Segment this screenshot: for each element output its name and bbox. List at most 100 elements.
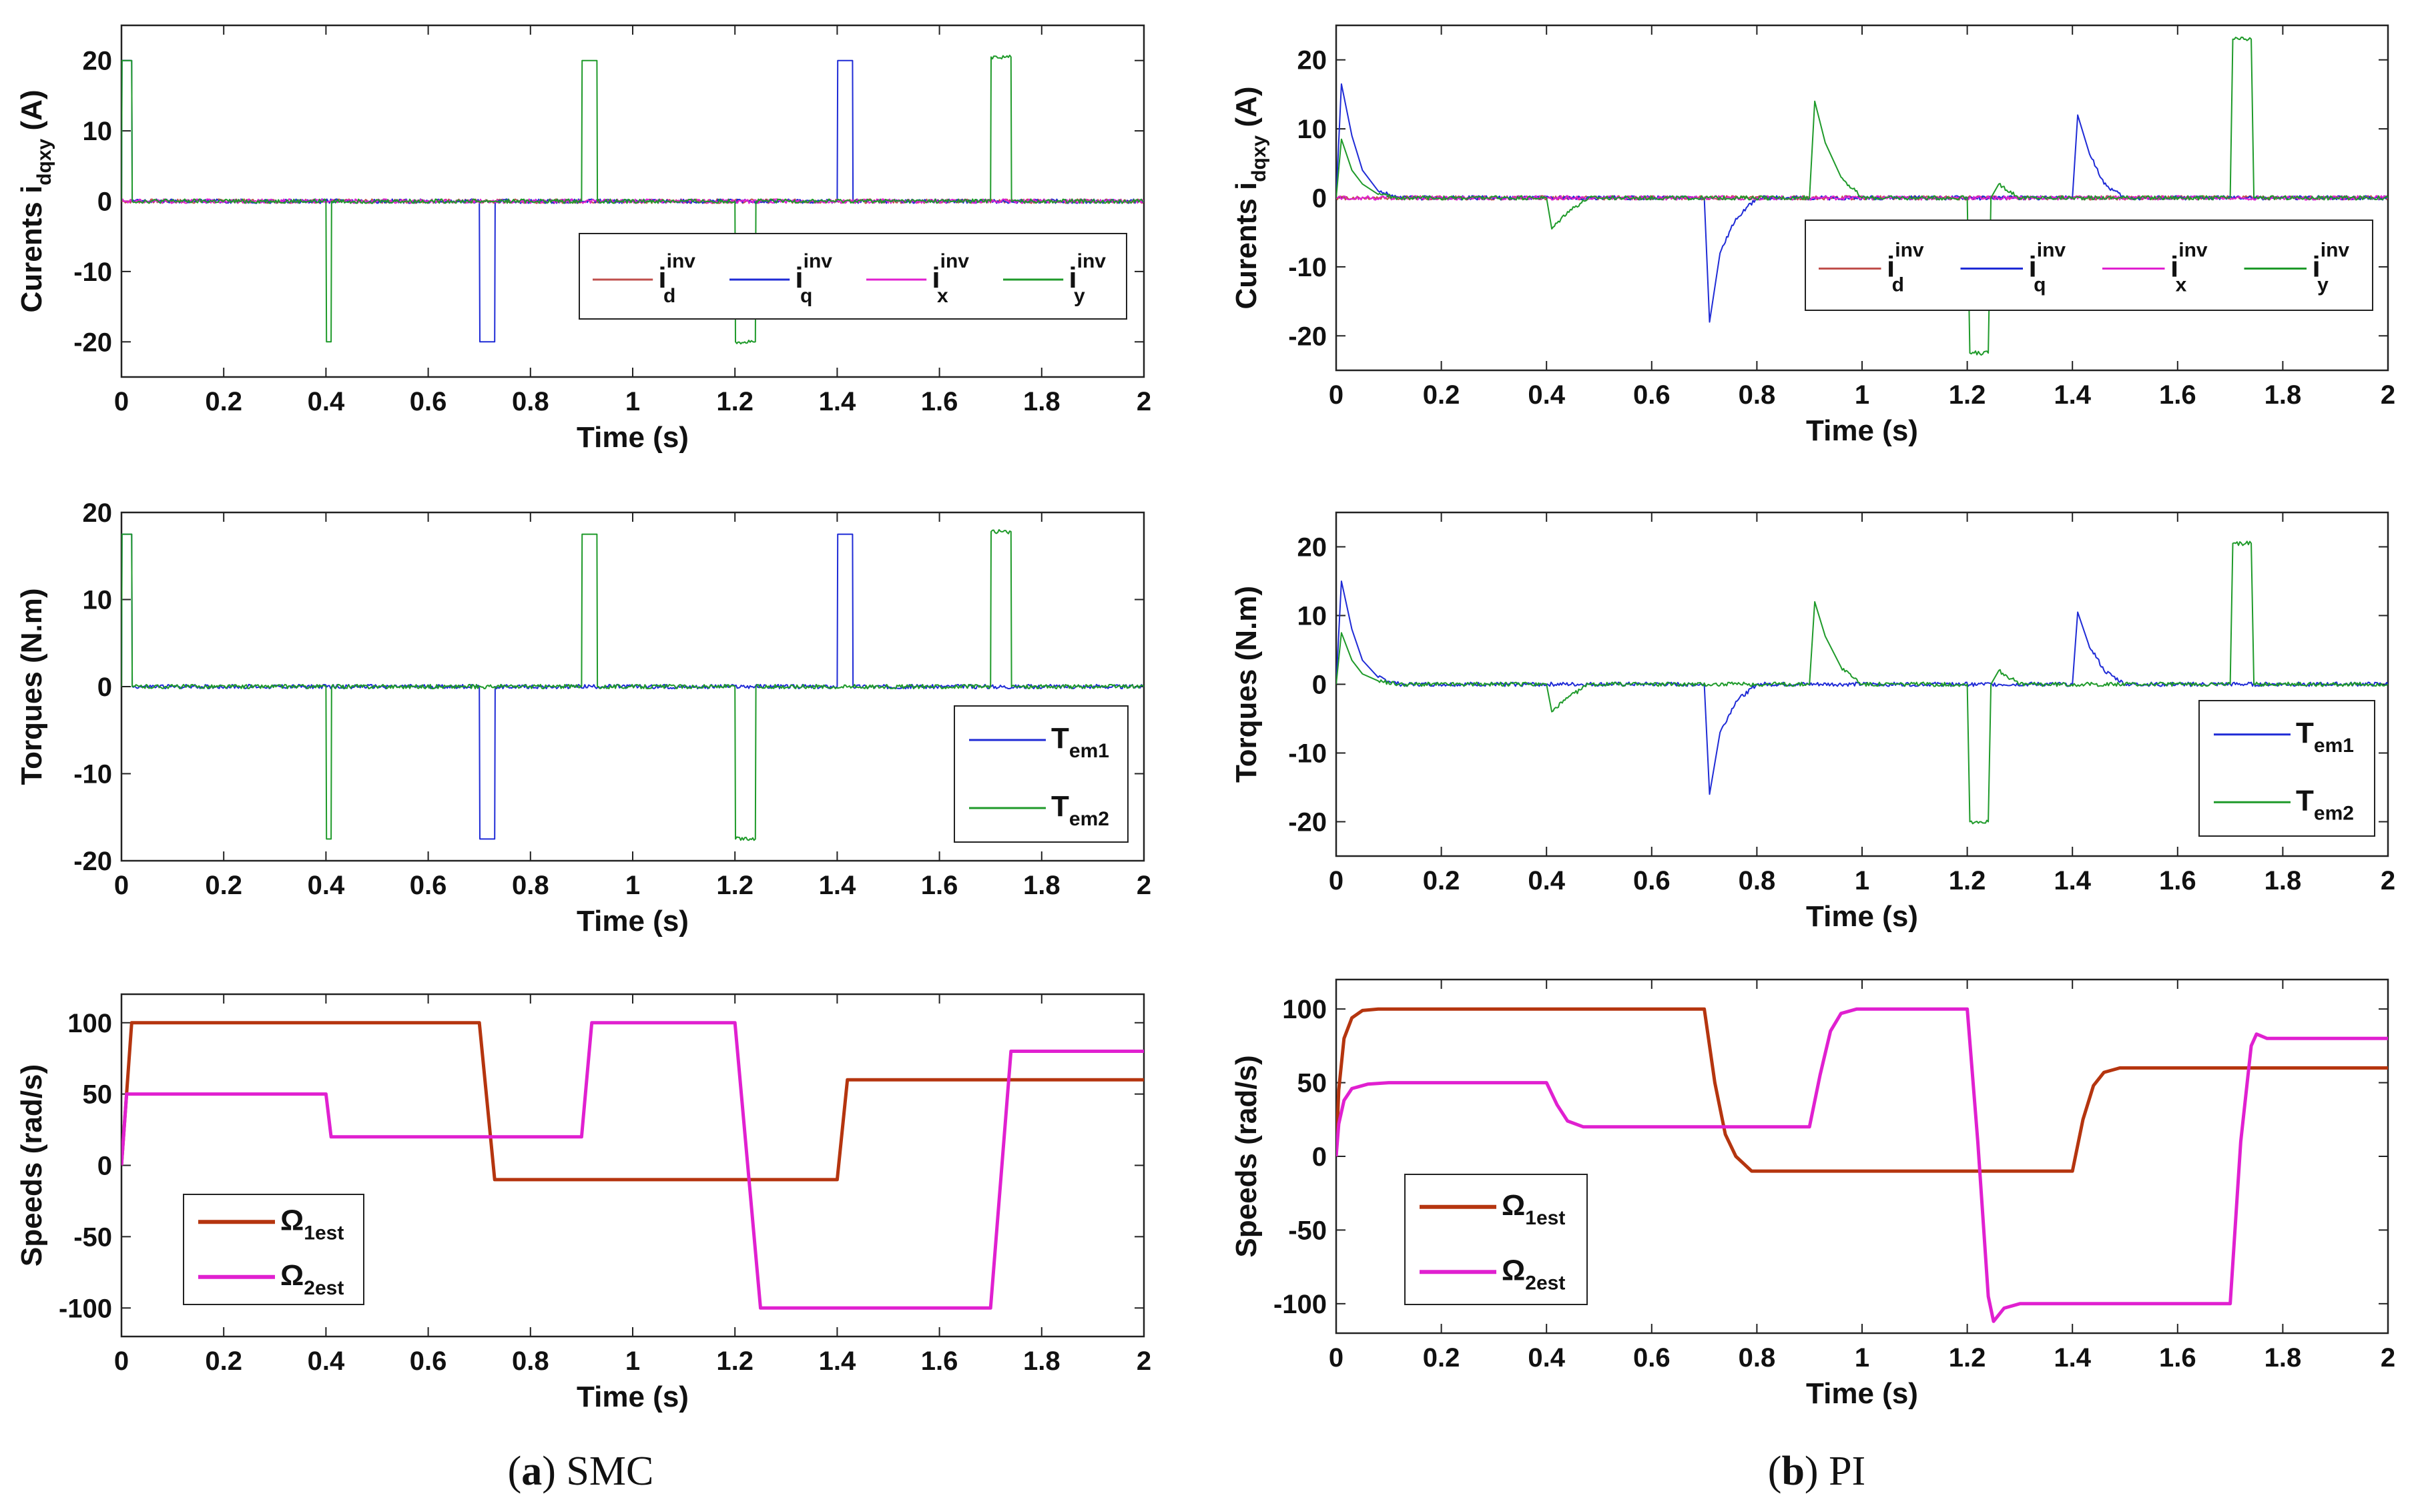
legend-label-sub: em2 xyxy=(1069,808,1109,830)
legend-label-main: i xyxy=(1887,251,1895,284)
legend-label-main: i xyxy=(2170,251,2178,284)
plot-area xyxy=(1336,540,2388,825)
charts-layer: 0 0.2 0.4 0.6 0.8 1 1.2 1.4 1.6 1.8 2-20-1001020Ti… xyxy=(15,24,2395,1413)
y-tick-label: 100 xyxy=(67,1009,112,1038)
y-axis-label-main: Torques (N.m) xyxy=(15,589,48,785)
x-tick-label: 1.4 xyxy=(819,871,856,900)
y-axis-label: Torques (N.m) xyxy=(15,589,48,785)
y-tick-label: -20 xyxy=(1288,322,1327,351)
legend-label: Tem2 xyxy=(2296,784,2354,824)
plot-area xyxy=(1336,1007,2388,1323)
x-tick-label: 0.6 xyxy=(1633,1343,1671,1373)
legend-label-main: T xyxy=(2296,717,2314,749)
x-tick-label: 1 xyxy=(1855,380,1869,410)
plot-area xyxy=(121,528,1144,841)
x-tick-label: 0.2 xyxy=(205,871,242,900)
series-line-1est xyxy=(1336,1007,2388,1173)
x-tick-label: 0.8 xyxy=(1739,866,1776,895)
x-tick-label: 2 xyxy=(1137,387,1151,416)
x-tick-label: 1.8 xyxy=(2265,1343,2302,1373)
y-tick-label: 0 xyxy=(97,187,112,217)
x-tick-label: 0 xyxy=(114,1347,129,1376)
legend-label-main: i xyxy=(2029,251,2037,284)
legend-label-sup: inv xyxy=(2321,240,2350,262)
legend-label-sup: inv xyxy=(940,250,970,272)
legend-label-sub: x xyxy=(2176,274,2187,296)
legend-label-sub: d xyxy=(1892,274,1904,296)
y-tick-label: 50 xyxy=(1297,1069,1327,1098)
plot-area xyxy=(1336,36,2388,356)
x-tick-label: 0 xyxy=(1329,1343,1343,1373)
x-tick-label: 0.2 xyxy=(1423,1343,1460,1373)
x-axis-label: Time (s) xyxy=(577,905,689,937)
x-tick-label: 0.6 xyxy=(410,1347,447,1376)
plot-area xyxy=(121,1021,1144,1310)
legend-label-sup: inv xyxy=(667,250,696,272)
legend-label: Ω1est xyxy=(1502,1189,1565,1229)
x-axis-label: Time (s) xyxy=(577,1381,689,1413)
caption-b-label: b xyxy=(1781,1449,1804,1494)
x-tick-label: 0.4 xyxy=(1528,380,1565,410)
chart-a-speeds: 0 0.2 0.4 0.6 0.8 1 1.2 1.4 1.6 1.8 2 -100 -50 0 50 100… xyxy=(15,993,1151,1413)
x-tick-label: 1 xyxy=(625,387,640,416)
x-tick-label: 0.8 xyxy=(1739,380,1776,410)
x-tick-label: 2 xyxy=(1137,871,1151,900)
x-tick-label: 0.6 xyxy=(1633,380,1671,410)
y-tick-label: 20 xyxy=(83,498,113,528)
x-tick-label: 1.6 xyxy=(921,387,958,416)
x-tick-label: 0.2 xyxy=(1423,380,1460,410)
x-tick-label: 1.8 xyxy=(1023,1347,1061,1376)
x-tick-label: 1.8 xyxy=(2265,380,2302,410)
y-axis-label: Speeds (rad/s) xyxy=(15,1064,48,1266)
y-tick-label: 20 xyxy=(1297,46,1327,75)
legend-label-sup: inv xyxy=(2037,240,2066,262)
y-tick-label: -100 xyxy=(1273,1290,1327,1319)
chart-b-speeds: 0 0.2 0.4 0.6 0.8 1 1.2 1.4 1.6 1.8 2 -100 -50 0 50 100… xyxy=(1230,978,2395,1410)
y-tick-label: 0 xyxy=(97,673,112,702)
y-tick-label: -10 xyxy=(73,760,112,789)
caption-a-text: SMC xyxy=(556,1449,653,1494)
x-tick-label: 1.4 xyxy=(2054,380,2091,410)
x-tick-label: 2 xyxy=(2381,380,2395,410)
legend-label-sup: inv xyxy=(2178,240,2208,262)
legend-label-main: T xyxy=(2296,784,2314,817)
x-tick-label: 1.6 xyxy=(921,1347,958,1376)
chart-a-currents: 0 0.2 0.4 0.6 0.8 1 1.2 1.4 1.6 1.8 2 -20 -10 0 10 20 Ti… xyxy=(15,24,1151,454)
y-axis-label: Curents idqxy (A) xyxy=(15,89,55,312)
legend-label: Tem2 xyxy=(1051,790,1109,830)
y-tick-label: 50 xyxy=(83,1080,113,1110)
x-tick-label: 1.2 xyxy=(1949,866,1986,895)
y-axis-label-sub: dqxy xyxy=(33,138,55,185)
legend-label: iinv x xyxy=(2170,240,2208,296)
legend-label-sub: q xyxy=(800,285,812,307)
series-line-em1 xyxy=(1336,581,2388,795)
legend-label-sup: inv xyxy=(804,250,833,272)
x-tick-label: 0 xyxy=(114,871,129,900)
legend-box xyxy=(2198,700,2375,837)
series-line-em2 xyxy=(1336,540,2388,825)
x-tick-label: 0.6 xyxy=(410,871,447,900)
x-tick-label: 0.8 xyxy=(512,1347,549,1376)
y-axis-label-unit: (A) xyxy=(15,89,48,138)
y-axis-label: Curents idqxy (A) xyxy=(1230,86,1270,309)
x-tick-label: 0.6 xyxy=(1633,866,1671,895)
legend-label: iinv d xyxy=(1887,240,1924,296)
legend-label-sub: 1est xyxy=(304,1222,344,1244)
x-tick-label: 1.6 xyxy=(2159,380,2196,410)
series-line-y xyxy=(1336,36,2388,356)
legend-label-sub: q xyxy=(2034,274,2046,296)
legend-label-sup: inv xyxy=(1077,250,1107,272)
caption-a: (a) SMC xyxy=(508,1449,654,1494)
y-axis-label-main: Speeds (rad/s) xyxy=(1230,1055,1263,1257)
legend-label-main: T xyxy=(1051,722,1069,755)
y-tick-label: 20 xyxy=(1297,533,1327,562)
legend-label-sub: y xyxy=(1074,285,1085,307)
legend-box xyxy=(954,705,1129,843)
legend-label-sub: em2 xyxy=(2314,802,2354,824)
x-tick-label: 2 xyxy=(2381,1343,2395,1373)
y-axis-label-main: Speeds (rad/s) xyxy=(15,1064,48,1266)
legend-label-main: Ω xyxy=(1502,1254,1525,1286)
legend-label-sub: 2est xyxy=(304,1277,344,1299)
x-tick-label: 0.6 xyxy=(410,387,447,416)
y-tick-label: 20 xyxy=(83,47,113,76)
